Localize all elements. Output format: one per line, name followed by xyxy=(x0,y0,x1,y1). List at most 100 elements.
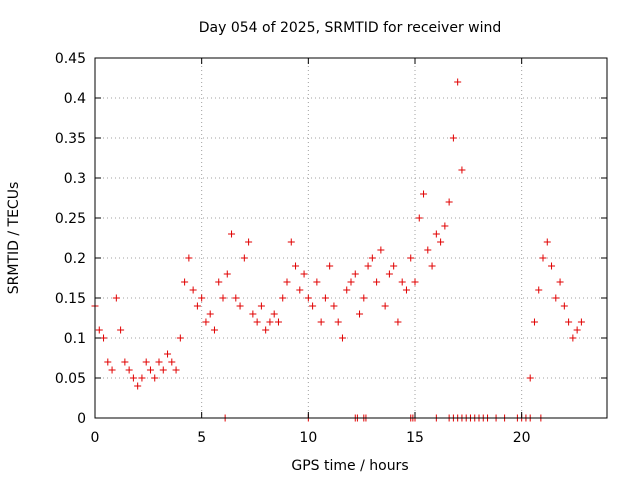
y-tick-label: 0.1 xyxy=(64,331,86,347)
data-point xyxy=(287,238,295,246)
data-point xyxy=(168,358,176,366)
data-point xyxy=(164,350,172,358)
data-point xyxy=(159,366,167,374)
data-point xyxy=(121,358,129,366)
y-tick-label: 0.4 xyxy=(64,91,86,107)
data-point xyxy=(236,302,244,310)
grid xyxy=(95,58,607,418)
data-point xyxy=(198,294,206,302)
data-point xyxy=(189,286,197,294)
x-tick-label: 0 xyxy=(91,430,100,446)
data-point xyxy=(402,286,410,294)
data-point xyxy=(360,294,368,302)
data-point xyxy=(398,278,406,286)
x-tick-label: 5 xyxy=(197,430,206,446)
data-point xyxy=(569,334,577,342)
y-tick-label: 0.05 xyxy=(55,371,86,387)
data-point xyxy=(117,326,125,334)
data-point xyxy=(390,262,398,270)
x-tick-label: 20 xyxy=(513,430,531,446)
data-point xyxy=(343,286,351,294)
data-point xyxy=(458,166,466,174)
data-point xyxy=(100,334,108,342)
y-axis-label: SRMTID / TECUs xyxy=(6,182,22,295)
data-point xyxy=(334,318,342,326)
data-point xyxy=(134,382,142,390)
y-tick-label: 0.25 xyxy=(55,211,86,227)
data-point xyxy=(240,254,248,262)
data-point xyxy=(385,270,393,278)
data-point xyxy=(155,358,163,366)
data-point xyxy=(300,270,308,278)
data-point xyxy=(202,318,210,326)
data-point xyxy=(181,278,189,286)
data-point xyxy=(330,302,338,310)
data-point xyxy=(368,254,376,262)
data-point xyxy=(309,302,317,310)
data-point xyxy=(526,374,534,382)
data-point xyxy=(326,262,334,270)
y-tick-label: 0.3 xyxy=(64,171,86,187)
data-point xyxy=(373,278,381,286)
data-point xyxy=(530,318,538,326)
data-point xyxy=(270,310,278,318)
data-point xyxy=(535,286,543,294)
data-point xyxy=(185,254,193,262)
data-point xyxy=(296,286,304,294)
data-point xyxy=(381,302,389,310)
data-point xyxy=(253,318,261,326)
data-point xyxy=(347,278,355,286)
data-point xyxy=(407,254,415,262)
data-point xyxy=(356,310,364,318)
data-point xyxy=(151,374,159,382)
data-point xyxy=(351,270,359,278)
plot-frame xyxy=(94,57,608,419)
data-points xyxy=(91,78,585,422)
data-point xyxy=(129,374,137,382)
data-point xyxy=(228,230,236,238)
data-point xyxy=(232,294,240,302)
data-point xyxy=(112,294,120,302)
data-point xyxy=(437,238,445,246)
data-point xyxy=(560,302,568,310)
data-point xyxy=(215,278,223,286)
data-point xyxy=(274,318,282,326)
data-point xyxy=(552,294,560,302)
data-point xyxy=(445,198,453,206)
data-point xyxy=(223,270,231,278)
data-point xyxy=(428,262,436,270)
data-point xyxy=(556,278,564,286)
data-point xyxy=(394,318,402,326)
data-point xyxy=(142,358,150,366)
y-tick-label: 0 xyxy=(77,411,86,427)
data-point xyxy=(454,78,462,86)
data-point xyxy=(573,326,581,334)
data-point xyxy=(95,326,103,334)
data-point xyxy=(420,190,428,198)
data-point xyxy=(210,326,218,334)
data-point xyxy=(266,318,274,326)
data-point xyxy=(424,246,432,254)
data-point xyxy=(432,230,440,238)
data-point xyxy=(415,214,423,222)
data-point xyxy=(108,366,116,374)
data-point xyxy=(125,366,133,374)
data-point xyxy=(338,334,346,342)
data-point xyxy=(292,262,300,270)
x-axis-label: GPS time / hours xyxy=(291,458,408,474)
data-point xyxy=(262,326,270,334)
data-point xyxy=(539,254,547,262)
data-point xyxy=(577,318,585,326)
data-point xyxy=(146,366,154,374)
data-point xyxy=(364,262,372,270)
data-point xyxy=(193,302,201,310)
data-point xyxy=(138,374,146,382)
data-point xyxy=(565,318,573,326)
axis-ticks: 0 0.05 0.1 0.15 0.2 0.25 0.3 0.35 0.4 0.45 0 5 10 15 2… xyxy=(55,51,607,446)
chart-title: Day 054 of 2025, SRMTID for receiver win… xyxy=(199,20,502,36)
data-point xyxy=(206,310,214,318)
data-point xyxy=(176,334,184,342)
data-point xyxy=(172,366,180,374)
y-tick-label: 0.45 xyxy=(55,51,86,67)
